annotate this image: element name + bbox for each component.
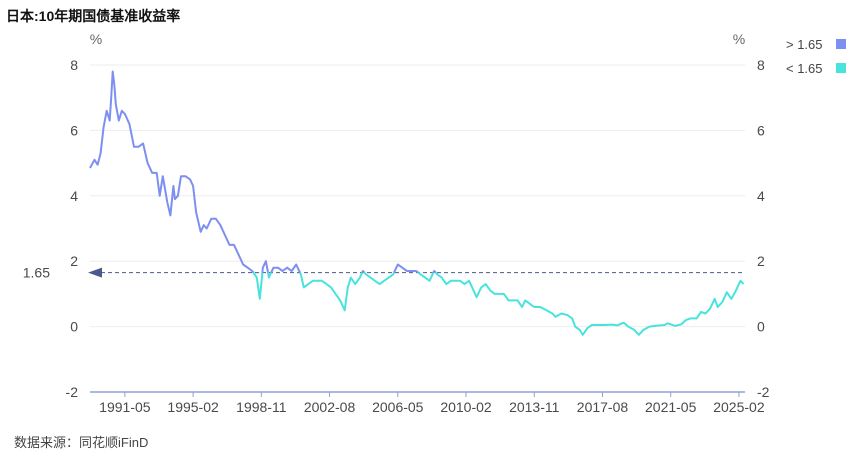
x-tick-label: 2006-05 (372, 399, 424, 415)
y-tick-label-left: 8 (70, 57, 78, 73)
line-segment-below (299, 272, 364, 312)
x-tick-label: 1995-02 (167, 399, 219, 415)
y-tick-label-left: -2 (66, 384, 79, 400)
x-tick-label: 2017-08 (577, 399, 629, 415)
x-tick-label: 2002-08 (304, 399, 356, 415)
x-tick-label: 2021-05 (645, 399, 697, 415)
line-segment-below (267, 272, 273, 279)
line-segment-above (89, 70, 255, 274)
legend-swatch-above (836, 39, 846, 49)
axes (90, 391, 745, 397)
x-tick-label: 2013-11 (509, 399, 560, 415)
line-segment-above (361, 270, 366, 274)
y-tick-label-right: 8 (757, 57, 765, 73)
y-tick-label-right: 4 (757, 188, 765, 204)
reference-line-label: 1.65 (23, 265, 50, 281)
line-segment-above (261, 260, 269, 273)
y-tick-label-right: 6 (757, 122, 765, 138)
line-segment-above (432, 270, 437, 274)
legend-label-above: > 1.65 (786, 36, 823, 52)
y-tick-label-left: 0 (70, 319, 78, 335)
chart-title: 日本:10年期国债基准收益率 (6, 8, 181, 24)
legend-swatch-below (836, 63, 846, 73)
legend-item-below[interactable]: < 1.65 (786, 56, 846, 80)
reference-arrow (88, 267, 102, 278)
x-tick-label: 1998-11 (236, 399, 287, 415)
line-segment-below (417, 271, 435, 282)
y-unit-left: % (90, 31, 102, 47)
y-tick-label-left: 2 (70, 253, 78, 269)
gridlines (90, 64, 745, 328)
tick-labels: -2 -2 0 0 2 2 4 4 6 6 8 8% % 1991-05 1995-02 1998-11 200… (66, 31, 770, 415)
line-segment-below (434, 271, 745, 336)
y-tick-label-left: 6 (70, 122, 78, 138)
y-unit-right: % (733, 31, 745, 47)
line-segment-above (270, 263, 301, 274)
line-segment-above (393, 263, 419, 274)
line-segment-below (252, 272, 264, 300)
data-source-note: 数据来源：同花顺iFinD (14, 435, 149, 450)
x-tick-label: 2025-02 (713, 399, 765, 415)
y-tick-label-right: 2 (757, 253, 765, 269)
legend-label-below: < 1.65 (786, 60, 823, 76)
y-tick-label-right: 0 (757, 319, 765, 335)
y-tick-label-left: 4 (70, 188, 78, 204)
reference-line-group: 1.65 (23, 265, 745, 281)
series-line[interactable] (89, 70, 745, 336)
line-segment-below (363, 271, 395, 286)
x-tick-label: 2010-02 (440, 399, 492, 415)
y-tick-label-right: -2 (757, 384, 770, 400)
x-tick-label: 1991-05 (99, 399, 151, 415)
legend: > 1.65 < 1.65 (786, 32, 846, 80)
legend-item-above[interactable]: > 1.65 (786, 32, 846, 56)
